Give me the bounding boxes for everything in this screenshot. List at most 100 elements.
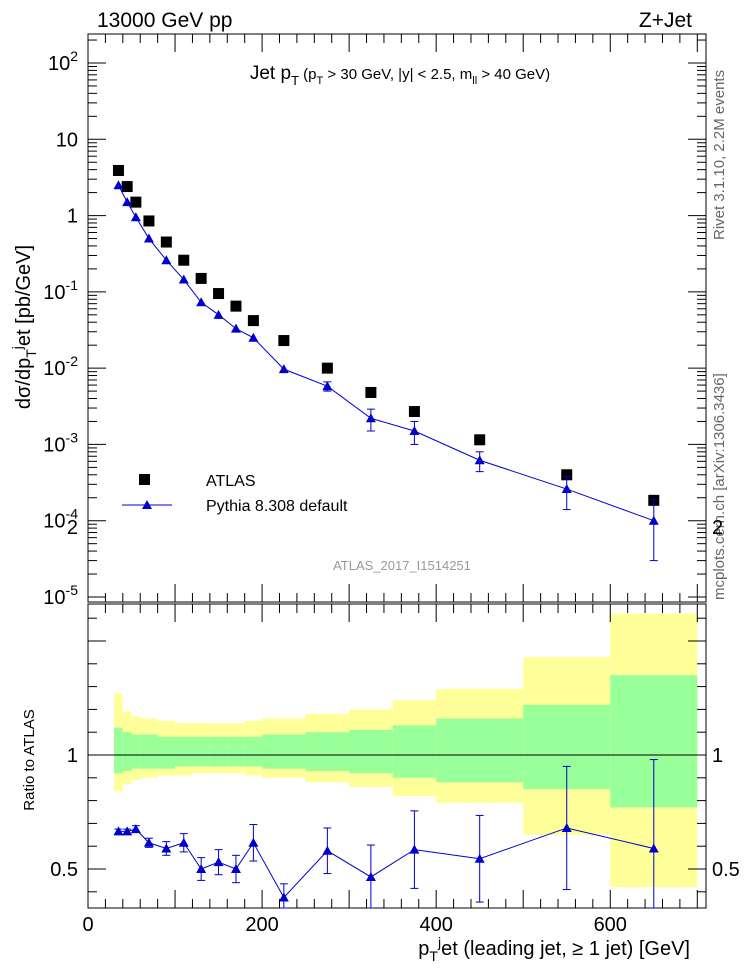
atlas-data-point — [321, 362, 333, 374]
rivet-label: Rivet 3.1.10, 2.2M events — [711, 70, 728, 240]
ratio-data-point — [213, 857, 224, 867]
ratio-y-tick-label-right: 0.5 — [712, 859, 740, 881]
main-plot-frame — [87, 33, 707, 603]
ratio-y-tick-label: 2 — [67, 517, 78, 539]
ratio-y-tick-label-right: 1 — [712, 745, 723, 767]
main-y-tick-label: 1 — [67, 206, 78, 228]
atlas-data-point — [121, 181, 133, 193]
main-y-tick-label: 102 — [48, 48, 78, 75]
x-axis-title: pTjet (leading jet, ≥ 1 jet) [GeV] — [418, 934, 690, 964]
main-y-tick-label: 10-1 — [43, 277, 78, 304]
pythia-data-point — [409, 425, 420, 435]
ratio-y-axis-title: Ratio to ATLAS — [21, 709, 38, 810]
atlas-data-point — [195, 272, 207, 284]
pythia-data-point — [561, 484, 572, 494]
legend-atlas-marker — [139, 474, 150, 485]
atlas-data-point — [278, 335, 290, 347]
main-plot-title: Jet pT (pT > 30 GeV, |y| < 2.5, mll > 40… — [250, 63, 550, 88]
pythia-data-point — [322, 381, 333, 391]
atlas-data-point — [130, 196, 142, 208]
ratio-inner-band — [140, 734, 158, 769]
x-tick-label: 0 — [82, 914, 93, 936]
ratio-inner-band — [209, 736, 228, 767]
pythia-data-point — [178, 274, 189, 284]
ratio-inner-band — [349, 729, 393, 774]
ratio-axis-ticks: 0.5 0.5 1 1 2 2 0 200 400 600 — [50, 517, 740, 936]
atlas-data-point — [365, 386, 377, 398]
pythia-data-point — [143, 233, 154, 243]
ratio-inner-band — [262, 734, 306, 769]
ratio-y-tick-label: 0.5 — [50, 859, 78, 881]
pythia-data-point — [474, 455, 485, 465]
ratio-data-point — [122, 826, 133, 836]
x-tick-label: 400 — [419, 914, 452, 936]
ratio-data-point — [409, 844, 420, 854]
ratio-y-tick-label-right: 2 — [712, 517, 723, 539]
main-y-tick-label: 10-5 — [43, 582, 78, 609]
pythia-data-point — [113, 180, 124, 190]
ratio-plot: 0.5 0.5 1 1 2 2 0 200 400 600 Ratio to ATLAS pTje… — [21, 517, 740, 964]
x-tick-label: 200 — [245, 914, 278, 936]
header-beam-label: 13000 GeV pp — [97, 9, 232, 32]
ratio-data-point — [143, 837, 154, 847]
ratio-inner-band — [305, 732, 350, 771]
ratio-pythia-line — [118, 827, 654, 899]
ratio-data-point — [648, 843, 659, 853]
main-plot: 10-5 10-4 10-3 10-2 10-1 1 10 102 Jet pT (pT > … — [9, 33, 707, 609]
header-process-label: Z+Jet — [639, 9, 692, 32]
pythia-data-point — [130, 212, 141, 222]
atlas-data-point — [112, 164, 124, 176]
pythia-data-point — [230, 323, 241, 333]
atlas-data-point — [561, 469, 573, 481]
ratio-inner-band — [192, 736, 210, 767]
ratio-data-point — [365, 871, 376, 881]
main-y-axis-ticks: 10-5 10-4 10-3 10-2 10-1 1 10 102 — [43, 34, 706, 609]
ratio-inner-band — [175, 736, 193, 767]
ratio-data-point — [561, 822, 572, 832]
legend-pythia-label: Pythia 8.308 default — [206, 498, 348, 515]
ratio-inner-band — [131, 734, 141, 769]
ratio-data-point — [196, 864, 207, 873]
x-tick-label: 600 — [594, 914, 627, 936]
ratio-inner-band — [227, 736, 245, 767]
main-y-axis-title: dσ/dpTjet [pb/GeV] — [9, 245, 39, 409]
pythia-data-point — [213, 309, 224, 319]
analysis-tag: ATLAS_2017_I1514251 — [333, 558, 471, 573]
pythia-data-point — [161, 255, 172, 265]
atlas-data-point — [178, 254, 190, 266]
ratio-data-point — [278, 892, 289, 902]
ratio-plot-frame — [87, 603, 707, 909]
ratio-data-point — [178, 837, 189, 847]
ratio-y-tick-label: 1 — [67, 745, 78, 767]
main-y-tick-label: 10-2 — [43, 353, 78, 380]
pythia-line — [118, 184, 654, 522]
ratio-data-point — [474, 853, 485, 863]
ratio-data-point — [161, 843, 172, 853]
ratio-data-point — [113, 826, 124, 836]
main-y-tick-label: 10-3 — [43, 429, 78, 456]
pythia-data-point — [248, 332, 259, 342]
ratio-inner-band — [392, 725, 437, 778]
main-y-tick-label: 10-4 — [43, 506, 78, 533]
atlas-data-point — [247, 315, 259, 327]
ratio-inner-band — [157, 736, 176, 769]
pythia-data-point — [365, 413, 376, 423]
atlas-data-point — [143, 215, 155, 227]
atlas-data-point — [474, 434, 486, 446]
pythia-data-point — [122, 197, 133, 207]
ratio-inner-band — [436, 718, 524, 783]
ratio-inner-band — [244, 736, 263, 767]
mcplots-label: mcplots.cern.ch [arXiv:1306.3436] — [711, 373, 728, 600]
pythia-data-point — [196, 297, 207, 307]
atlas-data-point — [408, 406, 420, 418]
ratio-data-point — [130, 824, 141, 834]
atlas-data-point — [213, 288, 225, 300]
ratio-uncertainty-bands — [114, 613, 698, 888]
atlas-data-point — [230, 300, 242, 312]
legend: ATLAS Pythia 8.308 default — [122, 473, 348, 515]
atlas-data-point — [160, 236, 172, 248]
ratio-data-point — [230, 864, 241, 873]
legend-pythia-marker — [142, 500, 152, 509]
ratio-data-point — [322, 845, 333, 855]
ratio-data-point — [248, 837, 259, 847]
